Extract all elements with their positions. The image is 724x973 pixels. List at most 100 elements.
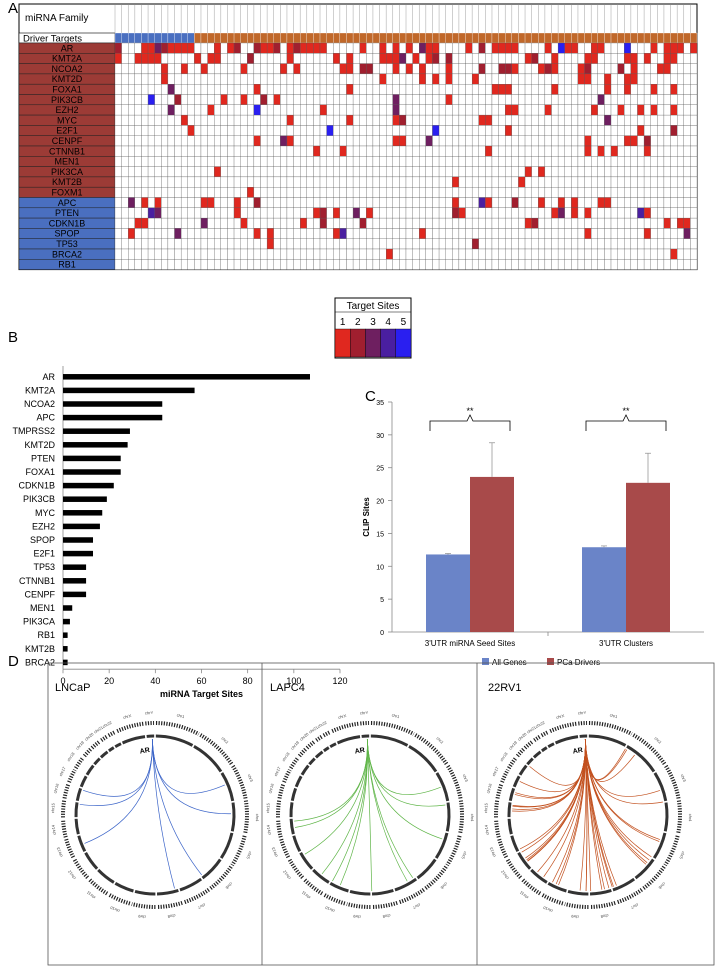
circos-ideogram-segment <box>578 721 588 726</box>
circos-chromosome-label: chr1 <box>609 712 619 719</box>
heatmap-row-label: RB1 <box>58 260 76 270</box>
circos-chromosome-label: chr22 <box>535 720 547 729</box>
circos-focus-gene-label: AR <box>572 747 583 756</box>
circos-ideogram-segment <box>107 892 131 906</box>
circos-inner-segment <box>510 835 520 852</box>
circos-ideogram-segment <box>282 768 292 783</box>
circos-inner-segment <box>434 832 449 859</box>
circos-inner-segment <box>512 775 521 788</box>
circos-chromosome-label: chr4 <box>255 814 260 823</box>
circos-ideogram-segment <box>183 887 210 905</box>
circos-link <box>151 739 202 876</box>
circos-inner-segment <box>626 744 656 773</box>
circos-inner-segment <box>294 775 303 788</box>
circos-chromosome-label: chr12 <box>499 869 509 881</box>
circos-ideogram-segment <box>157 900 183 909</box>
circos-chromosome-label: chr12 <box>66 869 76 881</box>
circos-chromosome-label: chr17 <box>58 765 67 777</box>
circos-ideogram-segment <box>302 877 324 896</box>
circos-ideogram-segment <box>446 764 463 800</box>
heatmap-row-label: TP53 <box>56 239 78 249</box>
heatmap-row-label: PIK3CB <box>51 95 83 105</box>
circos-inner-segment <box>349 889 371 896</box>
circos-inner-segment <box>93 757 101 766</box>
circos-inner-segment <box>134 889 156 896</box>
circos-inner-segment <box>445 802 451 832</box>
circos-inner-segment <box>77 835 87 852</box>
circos-ideogram-segment <box>289 756 300 770</box>
circos-ideogram-segment <box>588 721 633 736</box>
circos-chromosome-label: chr11 <box>518 890 529 900</box>
heatmap-row-label: KMT2D <box>52 74 83 84</box>
circos-inner-segment <box>230 802 236 832</box>
circos-ideogram-segment <box>663 835 680 867</box>
circos-chromosome-label: chr18 <box>499 751 509 763</box>
circos-ideogram-segment <box>616 887 643 905</box>
circos-chromosome-label: chr19 <box>508 740 519 751</box>
circos-inner-segment <box>79 775 88 788</box>
circos-inner-segment <box>507 802 512 818</box>
circos-inner-segment <box>323 746 330 753</box>
circos-ideogram-segment <box>494 819 501 838</box>
circos-ideogram-segment <box>458 800 464 835</box>
circos-ideogram-segment <box>62 783 71 799</box>
circos-inner-segment <box>108 746 115 753</box>
circos-ideogram-segment <box>315 734 324 742</box>
circos-cell-line-label: 22RV1 <box>488 682 521 694</box>
circos-chromosome-label: chr9 <box>570 914 579 920</box>
circos-inner-segment <box>179 877 203 892</box>
circos-link <box>366 739 373 891</box>
heatmap-row-label: FOXA1 <box>52 85 82 95</box>
circos-inner-segment <box>85 764 95 776</box>
circos-ideogram-segment <box>495 783 504 799</box>
circos-inner-segment <box>99 750 109 759</box>
circos-chromosome-label: chr11 <box>85 890 96 900</box>
circos-ideogram-segment <box>145 721 155 726</box>
circos-chromosome-label: chr5 <box>460 851 468 861</box>
circos-inner-segment <box>155 734 194 747</box>
circos-inner-segment <box>97 868 115 884</box>
circos-inner-segment <box>308 757 316 766</box>
circos-inner-segment <box>193 744 223 773</box>
circos-ideogram-segment <box>64 838 76 859</box>
circos-ideogram-segment <box>276 819 283 838</box>
circos-chromosome-label: chr10 <box>109 905 121 914</box>
circos-chromosome-label: chrX <box>338 713 348 720</box>
circos-chromosome-label: chr18 <box>66 751 76 763</box>
circos-inner-segment <box>121 735 146 745</box>
circos-inner-segment <box>370 734 409 747</box>
heatmap-row-label: CTNNB1 <box>49 146 85 156</box>
heatmap-row-label: BRCA2 <box>52 249 82 259</box>
circos-inner-segment <box>507 818 513 835</box>
circos-ideogram-segment <box>533 734 542 742</box>
circos-chromosome-label: chr13 <box>270 846 279 858</box>
circos-inner-segment <box>652 832 667 859</box>
circos-chromosome-label: chr10 <box>542 905 554 914</box>
circos-ideogram-segment <box>322 892 346 906</box>
circos-link <box>558 739 586 886</box>
circos-ideogram-segment <box>564 902 589 909</box>
circos-inner-segment <box>541 746 548 753</box>
circos-inner-segment <box>329 742 337 749</box>
circos-inner-segment <box>75 787 83 802</box>
circos-inner-segment <box>300 764 310 776</box>
circos-chromosome-label: chr4 <box>470 814 475 823</box>
circos-ideogram-segment <box>515 747 526 758</box>
circos-inner-segment <box>74 818 80 835</box>
circos-chromosome-label: chr5 <box>245 851 253 861</box>
circos-chromosome-label: chr2 <box>220 736 230 745</box>
circos-chromosome-label: chr6 <box>439 881 449 891</box>
circos-ideogram-segment <box>372 900 398 909</box>
circos-ideogram-segment <box>370 721 415 736</box>
circos-inner-segment <box>314 750 324 759</box>
circos-inner-segment <box>532 750 542 759</box>
circos-ideogram-segment <box>500 768 510 783</box>
circos-ideogram-segment <box>322 730 332 738</box>
circos-inner-segment <box>663 802 669 832</box>
circos-inner-segment <box>435 772 450 802</box>
circos-inner-segment <box>589 889 612 896</box>
heatmap-row-label: KMT2B <box>52 177 82 187</box>
circos-chromosome-label: chr1 <box>391 712 401 719</box>
circos-ideogram-segment <box>676 800 682 835</box>
circos-chromosome-label: chr7 <box>629 902 639 910</box>
